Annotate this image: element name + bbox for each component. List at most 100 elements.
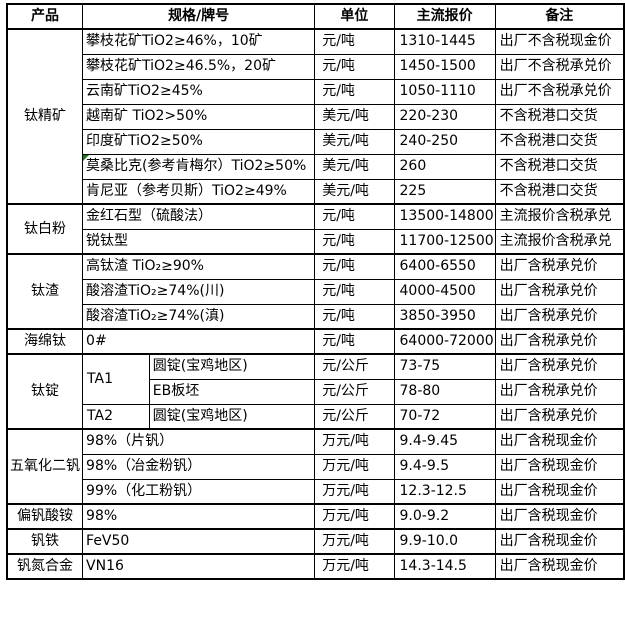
cell-unit[interactable]: 万元/吨 [314, 453, 395, 480]
cell-price[interactable]: 220-230 [393, 103, 496, 130]
cell-product[interactable]: 钒氮合金 [6, 553, 84, 580]
cell-note[interactable]: 出厂含税现金价 [494, 453, 625, 480]
cell-note[interactable]: 出厂不含税现金价 [494, 28, 625, 55]
header-spec[interactable]: 规格/牌号 [82, 3, 316, 30]
cell-note[interactable]: 出厂含税现金价 [494, 553, 625, 580]
cell-note[interactable]: 不含税港口交货 [494, 128, 625, 155]
cell-product[interactable]: 钛精矿 [6, 28, 84, 205]
cell-price[interactable]: 225 [393, 178, 496, 205]
cell-price[interactable]: 70-72 [393, 403, 496, 430]
cell-spec[interactable]: FeV50 [82, 528, 316, 555]
cell-unit[interactable]: 万元/吨 [314, 528, 395, 555]
cell-note[interactable]: 主流报价含税承兑 [494, 203, 625, 230]
cell-note[interactable]: 出厂不含税承兑价 [494, 53, 625, 80]
cell-product[interactable]: 偏钒酸铵 [6, 503, 84, 530]
cell-spec[interactable]: 高钛渣 TiO₂≥90% [82, 253, 316, 280]
cell-spec[interactable]: 金红石型（硫酸法） [82, 203, 316, 230]
cell-spec[interactable]: 肯尼亚（参考贝斯）TiO2≥49% [82, 178, 316, 205]
cell-note[interactable]: 出厂含税现金价 [494, 428, 625, 455]
cell-unit[interactable]: 美元/吨 [314, 178, 395, 205]
cell-unit[interactable]: 元/公斤 [314, 353, 395, 380]
cell-spec[interactable]: 圆锭(宝鸡地区) [148, 353, 316, 380]
cell-spec[interactable]: 98%（片钒） [82, 428, 316, 455]
cell-note[interactable]: 出厂含税现金价 [494, 528, 625, 555]
cell-price[interactable]: 6400-6550 [393, 253, 496, 280]
cell-note[interactable]: 出厂不含税承兑价 [494, 78, 625, 105]
cell-note[interactable]: 出厂含税承兑价 [494, 353, 625, 380]
cell-spec[interactable]: 圆锭(宝鸡地区) [148, 403, 316, 430]
cell-unit[interactable]: 元/吨 [314, 303, 395, 330]
cell-unit[interactable]: 元/吨 [314, 328, 395, 355]
cell-note[interactable]: 出厂含税承兑价 [494, 278, 625, 305]
cell-unit[interactable]: 元/吨 [314, 253, 395, 280]
cell-product[interactable]: 钒铁 [6, 528, 84, 555]
cell-unit[interactable]: 万元/吨 [314, 503, 395, 530]
cell-spec[interactable]: 酸溶渣TiO₂≥74%(滇) [82, 303, 316, 330]
cell-price[interactable]: 240-250 [393, 128, 496, 155]
cell-note[interactable]: 出厂含税承兑价 [494, 328, 625, 355]
cell-product[interactable]: 钛白粉 [6, 203, 84, 255]
cell-price[interactable]: 9.0-9.2 [393, 503, 496, 530]
cell-price[interactable]: 9.9-10.0 [393, 528, 496, 555]
cell-note[interactable]: 出厂含税现金价 [494, 503, 625, 530]
cell-note[interactable]: 出厂含税承兑价 [494, 253, 625, 280]
header-note[interactable]: 备注 [494, 3, 625, 30]
cell-price[interactable]: 1050-1110 [393, 78, 496, 105]
cell-spec[interactable]: VN16 [82, 553, 316, 580]
cell-unit[interactable]: 元/公斤 [314, 378, 395, 405]
cell-spec[interactable]: 攀枝花矿TiO2≥46%，10矿 [82, 28, 316, 55]
cell-unit[interactable]: 元/吨 [314, 203, 395, 230]
cell-price[interactable]: 64000-72000 [393, 328, 496, 355]
cell-spec[interactable]: 锐钛型 [82, 228, 316, 255]
cell-note[interactable]: 出厂含税现金价 [494, 478, 625, 505]
cell-unit[interactable]: 元/吨 [314, 78, 395, 105]
cell-price[interactable]: 260 [393, 153, 496, 180]
cell-spec[interactable]: 印度矿TiO2≥50% [82, 128, 316, 155]
cell-spec[interactable]: 98% [82, 503, 316, 530]
cell-unit[interactable]: 元/公斤 [314, 403, 395, 430]
cell-price[interactable]: 9.4-9.5 [393, 453, 496, 480]
cell-grade[interactable]: TA2 [82, 403, 150, 430]
cell-note[interactable]: 出厂含税承兑价 [494, 303, 625, 330]
cell-product[interactable]: 钛锭 [6, 353, 84, 430]
cell-unit[interactable]: 万元/吨 [314, 428, 395, 455]
cell-note[interactable]: 不含税港口交货 [494, 153, 625, 180]
cell-spec[interactable]: 0# [82, 328, 316, 355]
cell-unit[interactable]: 美元/吨 [314, 128, 395, 155]
cell-note[interactable]: 不含税港口交货 [494, 103, 625, 130]
cell-price[interactable]: 73-75 [393, 353, 496, 380]
cell-note[interactable]: 出厂含税承兑价 [494, 403, 625, 430]
cell-unit[interactable]: 元/吨 [314, 53, 395, 80]
cell-price[interactable]: 1450-1500 [393, 53, 496, 80]
cell-unit[interactable]: 元/吨 [314, 278, 395, 305]
cell-spec[interactable]: 越南矿 TiO2>50% [82, 103, 316, 130]
cell-note[interactable]: 出厂含税承兑价 [494, 378, 625, 405]
cell-price[interactable]: 3850-3950 [393, 303, 496, 330]
cell-note[interactable]: 不含税港口交货 [494, 178, 625, 205]
cell-price[interactable]: 14.3-14.5 [393, 553, 496, 580]
cell-spec[interactable]: 99%（化工粉钒） [82, 478, 316, 505]
cell-spec[interactable]: 酸溶渣TiO₂≥74%(川) [82, 278, 316, 305]
cell-product[interactable]: 海绵钛 [6, 328, 84, 355]
cell-spec[interactable]: 云南矿TiO2≥45% [82, 78, 316, 105]
cell-price[interactable]: 9.4-9.45 [393, 428, 496, 455]
cell-unit[interactable]: 万元/吨 [314, 478, 395, 505]
cell-grade[interactable]: TA1 [82, 353, 150, 405]
cell-note[interactable]: 主流报价含税承兑 [494, 228, 625, 255]
cell-price[interactable]: 13500-14800 [393, 203, 496, 230]
cell-unit[interactable]: 元/吨 [314, 228, 395, 255]
cell-spec[interactable]: EB板坯 [148, 378, 316, 405]
cell-price[interactable]: 1310-1445 [393, 28, 496, 55]
cell-spec[interactable]: 攀枝花矿TiO2≥46.5%，20矿 [82, 53, 316, 80]
cell-price[interactable]: 4000-4500 [393, 278, 496, 305]
cell-price[interactable]: 11700-12500 [393, 228, 496, 255]
header-price[interactable]: 主流报价 [393, 3, 496, 30]
cell-unit[interactable]: 美元/吨 [314, 153, 395, 180]
cell-price[interactable]: 12.3-12.5 [393, 478, 496, 505]
cell-product[interactable]: 五氧化二钒 [6, 428, 84, 505]
header-product[interactable]: 产品 [6, 3, 84, 30]
header-unit[interactable]: 单位 [314, 3, 395, 30]
cell-price[interactable]: 78-80 [393, 378, 496, 405]
cell-product[interactable]: 钛渣 [6, 253, 84, 330]
cell-unit[interactable]: 万元/吨 [314, 553, 395, 580]
